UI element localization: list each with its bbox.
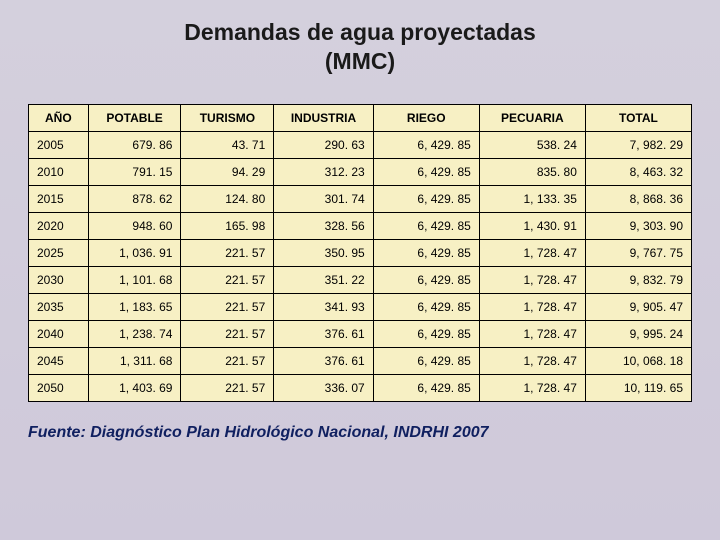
value-cell: 1, 036. 91 [88,239,181,266]
value-cell: 1, 728. 47 [479,293,585,320]
value-cell: 221. 57 [181,239,274,266]
value-cell: 9, 905. 47 [585,293,691,320]
col-header: AÑO [29,104,89,131]
data-table: AÑOPOTABLETURISMOINDUSTRIARIEGOPECUARIAT… [28,104,692,402]
col-header: RIEGO [373,104,479,131]
col-header: PECUARIA [479,104,585,131]
table-row: 20301, 101. 68221. 57351. 226, 429. 851,… [29,266,692,293]
value-cell: 341. 93 [274,293,373,320]
value-cell: 679. 86 [88,131,181,158]
value-cell: 6, 429. 85 [373,374,479,401]
table-row: 20251, 036. 91221. 57350. 956, 429. 851,… [29,239,692,266]
value-cell: 7, 982. 29 [585,131,691,158]
title-line-1: Demandas de agua proyectadas [184,19,536,45]
table-row: 20401, 238. 74221. 57376. 616, 429. 851,… [29,320,692,347]
value-cell: 1, 311. 68 [88,347,181,374]
value-cell: 336. 07 [274,374,373,401]
value-cell: 94. 29 [181,158,274,185]
year-cell: 2050 [29,374,89,401]
year-cell: 2015 [29,185,89,212]
value-cell: 221. 57 [181,293,274,320]
value-cell: 376. 61 [274,347,373,374]
value-cell: 350. 95 [274,239,373,266]
value-cell: 6, 429. 85 [373,212,479,239]
title-line-2: (MMC) [325,48,395,74]
table-container: AÑOPOTABLETURISMOINDUSTRIARIEGOPECUARIAT… [0,76,720,402]
value-cell: 791. 15 [88,158,181,185]
value-cell: 1, 101. 68 [88,266,181,293]
year-cell: 2040 [29,320,89,347]
value-cell: 1, 133. 35 [479,185,585,212]
value-cell: 165. 98 [181,212,274,239]
value-cell: 9, 995. 24 [585,320,691,347]
value-cell: 10, 068. 18 [585,347,691,374]
table-body: 2005679. 8643. 71290. 636, 429. 85538. 2… [29,131,692,401]
year-cell: 2035 [29,293,89,320]
value-cell: 835. 80 [479,158,585,185]
table-row: 20501, 403. 69221. 57336. 076, 429. 851,… [29,374,692,401]
value-cell: 351. 22 [274,266,373,293]
value-cell: 221. 57 [181,374,274,401]
value-cell: 6, 429. 85 [373,266,479,293]
col-header: TOTAL [585,104,691,131]
value-cell: 43. 71 [181,131,274,158]
value-cell: 1, 728. 47 [479,320,585,347]
value-cell: 124. 80 [181,185,274,212]
value-cell: 6, 429. 85 [373,293,479,320]
value-cell: 221. 57 [181,347,274,374]
value-cell: 1, 728. 47 [479,347,585,374]
value-cell: 6, 429. 85 [373,239,479,266]
value-cell: 328. 56 [274,212,373,239]
value-cell: 1, 430. 91 [479,212,585,239]
value-cell: 6, 429. 85 [373,320,479,347]
year-cell: 2005 [29,131,89,158]
value-cell: 9, 832. 79 [585,266,691,293]
page-title: Demandas de agua proyectadas (MMC) [0,0,720,76]
value-cell: 312. 23 [274,158,373,185]
year-cell: 2030 [29,266,89,293]
value-cell: 948. 60 [88,212,181,239]
year-cell: 2045 [29,347,89,374]
source-citation: Fuente: Diagnóstico Plan Hidrológico Nac… [0,402,720,442]
table-row: 20451, 311. 68221. 57376. 616, 429. 851,… [29,347,692,374]
header-row: AÑOPOTABLETURISMOINDUSTRIARIEGOPECUARIAT… [29,104,692,131]
value-cell: 9, 767. 75 [585,239,691,266]
year-cell: 2020 [29,212,89,239]
value-cell: 9, 303. 90 [585,212,691,239]
col-header: POTABLE [88,104,181,131]
value-cell: 301. 74 [274,185,373,212]
value-cell: 538. 24 [479,131,585,158]
value-cell: 8, 463. 32 [585,158,691,185]
value-cell: 376. 61 [274,320,373,347]
value-cell: 10, 119. 65 [585,374,691,401]
value-cell: 1, 728. 47 [479,374,585,401]
value-cell: 8, 868. 36 [585,185,691,212]
table-row: 20351, 183. 65221. 57341. 936, 429. 851,… [29,293,692,320]
table-row: 2010791. 1594. 29312. 236, 429. 85835. 8… [29,158,692,185]
value-cell: 6, 429. 85 [373,131,479,158]
value-cell: 1, 238. 74 [88,320,181,347]
table-row: 2005679. 8643. 71290. 636, 429. 85538. 2… [29,131,692,158]
table-row: 2020948. 60165. 98328. 566, 429. 851, 43… [29,212,692,239]
value-cell: 221. 57 [181,320,274,347]
table-head: AÑOPOTABLETURISMOINDUSTRIARIEGOPECUARIAT… [29,104,692,131]
value-cell: 1, 728. 47 [479,239,585,266]
value-cell: 1, 183. 65 [88,293,181,320]
table-row: 2015878. 62124. 80301. 746, 429. 851, 13… [29,185,692,212]
value-cell: 221. 57 [181,266,274,293]
value-cell: 1, 728. 47 [479,266,585,293]
value-cell: 6, 429. 85 [373,185,479,212]
value-cell: 6, 429. 85 [373,347,479,374]
col-header: INDUSTRIA [274,104,373,131]
col-header: TURISMO [181,104,274,131]
value-cell: 1, 403. 69 [88,374,181,401]
year-cell: 2010 [29,158,89,185]
value-cell: 878. 62 [88,185,181,212]
value-cell: 6, 429. 85 [373,158,479,185]
year-cell: 2025 [29,239,89,266]
value-cell: 290. 63 [274,131,373,158]
